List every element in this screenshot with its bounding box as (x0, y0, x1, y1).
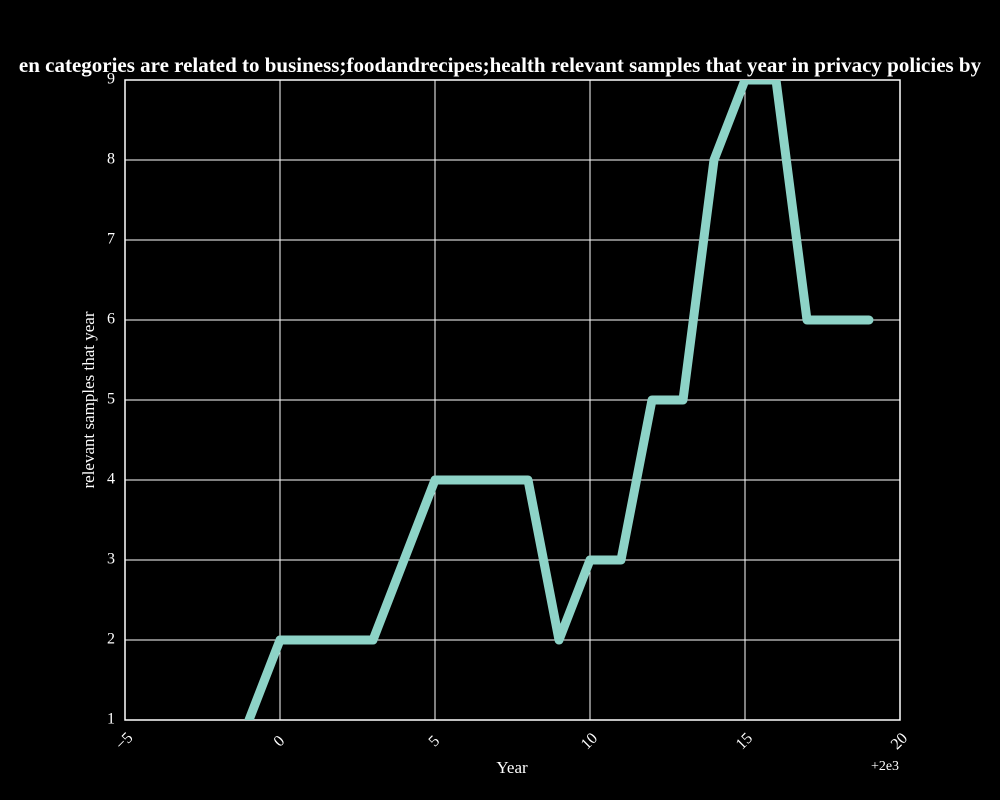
y-tick-label: 1 (107, 711, 115, 728)
chart-title: en categories are related to business;fo… (19, 53, 982, 77)
y-tick-label: 8 (107, 151, 115, 168)
x-offset: +2e3 (871, 759, 899, 774)
y-tick-label: 5 (107, 391, 115, 408)
y-tick-label: 4 (107, 471, 115, 488)
y-tick-label: 9 (107, 71, 115, 88)
y-axis-label: relevant samples that year (79, 311, 98, 488)
y-tick-label: 7 (107, 231, 115, 248)
data-line (244, 80, 874, 720)
y-tick-label: 2 (107, 631, 115, 648)
x-axis-label: Year (496, 758, 528, 777)
y-tick-label: 3 (107, 551, 115, 568)
y-tick-label: 6 (107, 311, 115, 328)
